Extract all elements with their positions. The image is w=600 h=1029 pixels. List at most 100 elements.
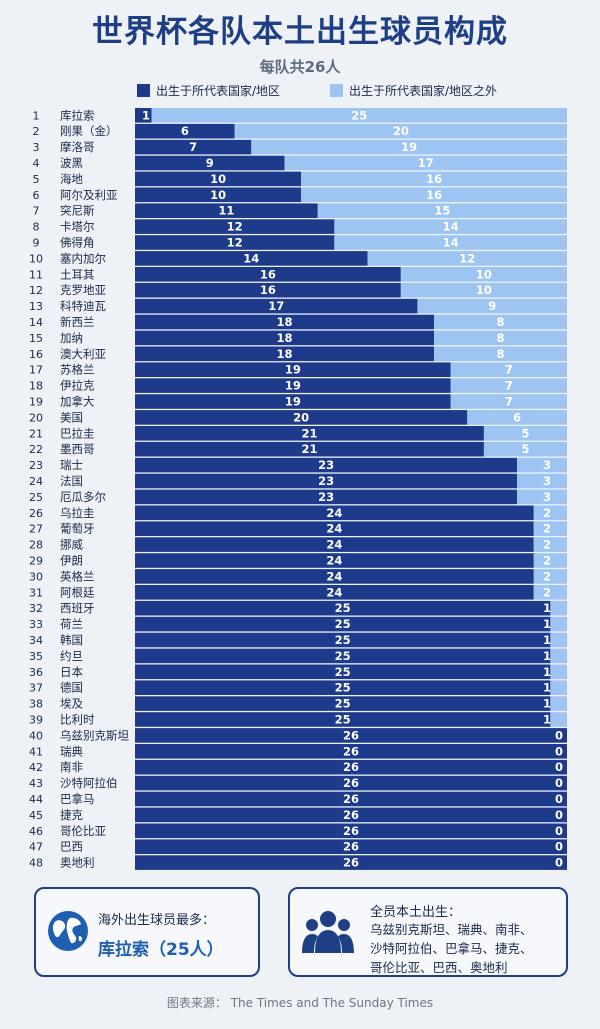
bar-foreign [533,505,567,521]
data-label-domestic: 26 [343,744,359,758]
category-label: 厄瓜多尔 [60,490,106,504]
category-label: 加纳 [60,331,83,345]
rank-label: 20 [29,411,43,424]
bar-domestic [135,585,534,600]
rank-label: 42 [29,761,43,774]
rank-label: 23 [29,459,43,472]
data-label-domestic: 25 [335,617,351,631]
bar-domestic [135,553,534,568]
rank-label: 2 [33,125,40,138]
rank-label: 9 [33,237,40,250]
bar-domestic [135,203,318,218]
bar-domestic [135,219,335,234]
category-label: 墨西哥 [60,442,95,456]
category-label: 美国 [60,410,83,424]
data-label-foreign: 14 [443,220,459,234]
data-label-foreign: 1 [543,697,551,711]
bar-domestic [135,823,567,839]
rank-label: 40 [29,729,43,742]
bar-foreign [517,473,567,489]
data-label-foreign: 10 [476,267,492,281]
bar-foreign [483,426,567,441]
category-label: 巴拿马 [60,792,95,806]
bar-foreign [417,298,567,314]
all-domestic-line-2: 沙特阿拉伯、巴拿马、捷克、 [370,941,533,956]
all-domestic-box: 全员本土出生： 乌兹别克斯坦、瑞典、南非、 沙特阿拉伯、巴拿马、捷克、 哥伦比亚… [288,887,568,977]
bar-foreign [284,155,567,171]
bar-domestic [135,187,302,203]
rank-label: 43 [29,777,43,790]
bar-foreign [151,108,567,123]
data-label-foreign: 3 [543,474,551,488]
data-label-foreign: 8 [497,331,505,345]
category-label: 突尼斯 [60,204,95,218]
bar-domestic [135,696,551,711]
data-label-foreign: 8 [497,315,505,329]
data-label-domestic: 18 [277,315,293,329]
category-label: 奥地利 [60,856,95,870]
bar-domestic [135,855,567,870]
data-label-domestic: 6 [181,124,189,138]
category-label: 科特迪瓦 [60,299,106,313]
bar-domestic [135,600,551,616]
category-label: 瑞典 [60,744,83,758]
category-label: 克罗地亚 [60,283,106,297]
data-label-domestic: 26 [343,856,359,870]
data-label-foreign: 1 [543,633,551,647]
category-label: 阿根廷 [60,585,95,599]
rank-label: 17 [29,364,43,377]
bar-domestic [135,394,451,409]
bar-domestic [135,664,551,680]
category-label: 佛得角 [60,236,95,250]
data-label-foreign: 17 [418,156,434,170]
category-label: 瑞士 [60,458,83,472]
category-label: 波黑 [60,156,83,170]
data-label-domestic: 19 [285,363,301,377]
category-label: 土耳其 [60,267,95,281]
most-foreign-born-value: 库拉索（25人） [98,940,224,960]
data-label-foreign: 9 [488,299,496,313]
data-label-domestic: 1 [142,108,150,122]
data-label-domestic: 19 [285,379,301,393]
rank-label: 15 [29,332,43,345]
bar-foreign [317,203,567,218]
data-label-domestic: 25 [335,601,351,615]
data-label-domestic: 11 [218,204,234,218]
category-label: 南非 [60,760,83,774]
category-label: 沙特阿拉伯 [60,776,118,790]
data-label-foreign: 1 [543,713,551,727]
data-label-foreign: 3 [543,458,551,472]
category-label: 哥伦比亚 [60,824,106,838]
bar-domestic [135,839,567,854]
legend-foreign-swatch [330,83,343,97]
category-label: 刚果（金） [60,124,118,138]
bar-domestic [135,235,335,250]
bar-domestic [135,441,484,457]
chart-source: 图表来源： The Times and The Sunday Times [166,996,434,1010]
rank-label: 4 [33,157,40,170]
category-label: 阿尔及利亚 [60,188,118,202]
bar-domestic [135,267,401,282]
data-label-domestic: 24 [326,506,342,520]
data-label-foreign: 0 [555,840,563,854]
category-label: 伊拉克 [60,379,95,393]
legend-domestic: 出生于所代表国家/地区 [137,82,280,98]
category-label: 乌拉圭 [60,506,95,520]
data-label-domestic: 26 [343,776,359,790]
data-label-domestic: 10 [210,188,226,202]
data-label-domestic: 21 [301,442,317,456]
bar-foreign [533,521,567,536]
rank-label: 33 [29,618,43,631]
all-domestic-line-3: 哥伦比亚、巴西、奥地利 [370,960,508,975]
all-domestic-label: 全员本土出生： [370,905,462,920]
bar-domestic [135,712,551,727]
page-title: 世界杯各队本土出生球员构成 [92,14,508,50]
bar-foreign [251,139,568,155]
bar-foreign [434,346,567,362]
bar-foreign [533,585,567,600]
category-label: 伊朗 [60,554,83,568]
rank-label: 11 [29,268,43,281]
rank-label: 30 [29,570,43,583]
rank-label: 19 [29,396,43,409]
data-label-domestic: 26 [343,840,359,854]
